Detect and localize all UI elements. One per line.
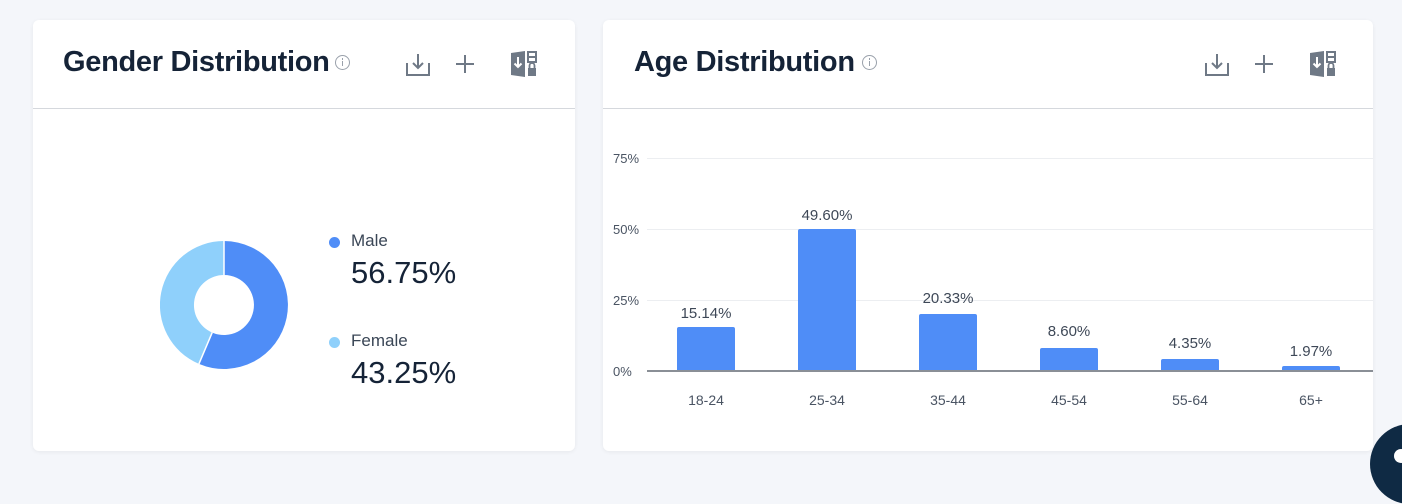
legend-dot [329,337,340,348]
gridline [647,158,1373,159]
chat-launcher-button[interactable] [1370,424,1402,504]
age-distribution-card: Age Distribution 75% 50% 25% 0% [603,20,1373,451]
gridline [647,229,1373,230]
x-tick-label: 25-34 [809,392,845,408]
info-icon[interactable] [862,55,877,70]
plus-icon[interactable] [452,51,478,77]
donut-slice-male[interactable] [198,241,288,369]
bar-value-label: 8.60% [1047,323,1091,340]
gender-donut-chart [160,241,288,369]
y-tick-label: 75% [613,151,640,166]
bar-value-label: 20.33% [922,290,974,307]
x-tick-label: 65+ [1299,392,1323,408]
y-tick-label: 50% [613,222,640,237]
export-locked-icon[interactable] [1308,49,1338,79]
gridline [647,300,1373,301]
legend-value: 43.25% [351,355,457,390]
plus-icon[interactable] [1251,51,1277,77]
card-title: Age Distribution [634,46,855,78]
info-icon[interactable] [335,55,350,70]
age-bar-chart: 75% 50% 25% 0% 15.14% 49.60% 20.33% 8.60… [603,20,1373,451]
card-title: Gender Distribution [63,46,330,78]
gender-distribution-card: Gender Distribution Male 56.75% Fem [33,20,575,451]
x-tick-label: 45-54 [1051,392,1087,408]
bar-45-54[interactable] [1040,348,1098,370]
bar-65-plus[interactable] [1282,366,1340,370]
bar-25-34[interactable] [798,229,856,370]
x-tick-label: 18-24 [688,392,724,408]
download-icon[interactable] [405,51,431,77]
legend-value: 56.75% [351,255,457,290]
bar-value-label: 1.97% [1289,343,1333,360]
y-tick-label: 0% [613,364,632,379]
card-header: Age Distribution [603,20,1373,109]
bar-value-label: 15.14% [680,305,732,322]
card-header: Gender Distribution [33,20,575,109]
bar-18-24[interactable] [677,327,735,370]
download-icon[interactable] [1204,51,1230,77]
y-tick-label: 25% [613,293,640,308]
export-locked-icon[interactable] [509,49,539,79]
bar-55-64[interactable] [1161,359,1219,370]
bar-value-label: 49.60% [801,207,853,224]
bar-35-44[interactable] [919,314,977,370]
donut-slice-female[interactable] [160,241,224,364]
legend-label: Male [351,231,388,250]
bar-value-label: 4.35% [1168,335,1212,352]
x-tick-label: 55-64 [1172,392,1208,408]
x-axis-line [647,370,1373,372]
legend-dot [329,237,340,248]
legend-label: Female [351,331,408,350]
x-tick-label: 35-44 [930,392,966,408]
